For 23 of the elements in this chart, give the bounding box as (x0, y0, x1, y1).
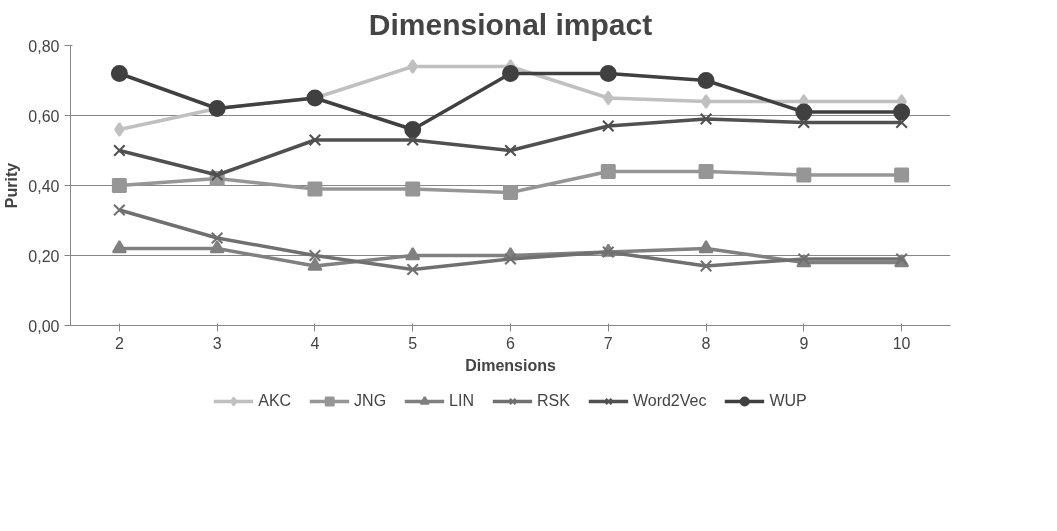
x-tick-label: 2 (114, 334, 124, 352)
x-tick-label: 3 (212, 334, 222, 352)
legend-label: WUP (769, 392, 807, 410)
x-tick-label: 6 (506, 334, 516, 352)
x-tick-label: 10 (892, 334, 911, 352)
chart-title: Dimensional impact (368, 7, 653, 41)
y-tick-label: 0,40 (28, 177, 60, 195)
y-tick-label: 0,00 (28, 317, 60, 335)
y-tick-label: 0,60 (28, 107, 60, 125)
x-tick-label: 8 (701, 334, 711, 352)
x-tick-label: 9 (799, 334, 809, 352)
legend-label: JNG (354, 392, 387, 410)
legend-label: AKC (258, 392, 292, 410)
x-axis-title: Dimensions (465, 356, 556, 374)
x-tick-label: 4 (310, 334, 320, 352)
y-axis-title: Purity (3, 162, 21, 209)
x-tick-label: 5 (408, 334, 418, 352)
x-tick-label: 7 (603, 334, 613, 352)
y-tick-label: 0,20 (28, 247, 60, 265)
y-tick-label: 0,80 (28, 37, 60, 55)
legend-label: Word2Vec (632, 392, 707, 410)
legend-label: RSK (537, 392, 570, 410)
legend-label: LIN (449, 392, 475, 410)
